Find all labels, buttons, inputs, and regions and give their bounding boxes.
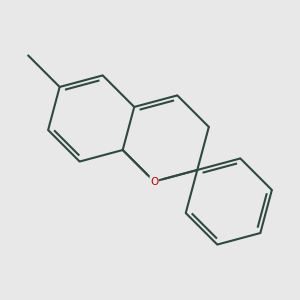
Text: O: O: [150, 176, 158, 187]
